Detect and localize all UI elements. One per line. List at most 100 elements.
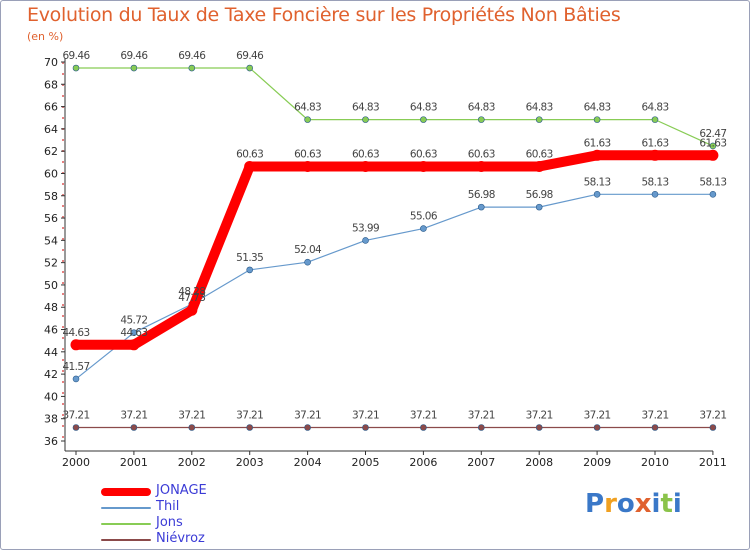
data-point-thil [304,258,311,266]
data-label-jonage: 44.63 [120,327,147,339]
data-point-jons [593,116,601,123]
data-point-thil [420,225,427,232]
data-point-jonage [649,149,661,161]
logo-letter: i [672,489,682,519]
y-tick-label: 68 [44,78,58,91]
y-tick-label: 36 [44,435,58,448]
x-tick-label: 2010 [641,456,669,469]
y-tick-label: 58 [44,190,58,203]
legend: JONAGE Thil Jons Niévroz [101,483,301,548]
data-point-nivroz [593,424,601,431]
data-point-nivroz [188,424,196,431]
legend-swatch [101,523,151,525]
data-label-thil: 58.13 [699,176,726,188]
data-point-jonage [591,149,603,161]
data-label-nivroz: 37.21 [584,410,611,422]
data-point-nivroz [72,424,80,431]
data-point-jonage [70,339,82,351]
legend-item: Niévroz [101,531,301,548]
x-tick-label: 2002 [178,456,206,469]
data-point-thil [130,329,138,336]
data-label-jonage: 47.73 [178,292,205,304]
y-tick-label: 40 [44,390,58,403]
data-point-jonage [475,160,487,172]
y-tick-label: 52 [44,257,58,270]
data-label-jonage: 44.63 [62,327,89,339]
data-label-thil: 45.72 [120,315,147,327]
data-point-jonage [186,304,198,316]
y-tick-label: 48 [44,301,58,314]
y-tick-label: 50 [44,279,58,292]
data-point-jonage [417,160,429,172]
data-label-jons: 64.83 [410,102,437,114]
data-label-jons: 69.46 [62,50,90,62]
x-tick-label: 2007 [467,456,495,469]
y-tick-label: 60 [44,167,58,180]
data-point-jonage [533,160,545,172]
series-line-jonage [71,150,718,350]
y-tick-label: 56 [44,212,58,225]
data-label-nivroz: 37.21 [294,410,321,422]
legend-label: JONAGE [156,483,207,498]
data-point-nivroz [362,424,369,431]
data-point-jonage [128,339,140,351]
logo-letter: r [604,489,617,519]
data-point-jons [362,116,369,123]
legend-swatch [101,539,151,541]
data-point-nivroz [304,424,311,431]
data-point-nivroz [535,424,543,431]
y-tick-label: 38 [44,413,58,426]
y-tick-label: 64 [44,123,58,136]
data-label-thil: 55.06 [410,211,438,223]
data-point-thil [651,191,659,198]
data-label-jonage: 61.63 [641,137,668,149]
data-point-thil [535,203,543,211]
data-label-nivroz: 37.21 [641,410,668,422]
legend-swatch [101,488,151,496]
data-label-nivroz: 37.21 [120,410,147,422]
data-label-thil: 53.99 [352,222,379,234]
x-tick-label: 2011 [699,456,727,469]
data-point-thil [709,191,717,198]
data-point-jons [246,64,253,72]
data-label-thil: 56.98 [526,189,553,201]
data-point-jons [72,64,80,72]
y-tick-label: 62 [44,145,58,158]
data-label-jons: 64.83 [526,102,553,114]
x-tick-label: 2005 [352,456,380,469]
data-label-jonage: 60.63 [352,148,379,160]
y-axis-unit: (en %) [27,30,64,43]
data-point-jons [130,64,138,72]
y-tick-label: 54 [44,234,58,247]
data-point-nivroz [420,424,427,431]
data-label-jonage: 60.63 [236,148,263,160]
series-line-jons [75,67,714,147]
data-label-nivroz: 37.21 [526,410,553,422]
data-label-jons: 64.83 [641,102,668,114]
data-label-nivroz: 37.21 [62,410,89,422]
data-label-jons: 69.46 [120,50,148,62]
data-label-jonage: 60.63 [410,148,437,160]
data-label-thil: 52.04 [294,244,322,256]
data-label-thil: 58.13 [584,176,611,188]
data-label-thil: 58.13 [641,176,668,188]
logo-letter: i [651,489,661,519]
data-label-jons: 64.83 [352,102,379,114]
data-label-jonage: 61.63 [699,137,726,149]
data-label-jonage: 60.63 [526,148,553,160]
data-point-thil [246,266,253,274]
data-point-thil [362,237,369,244]
data-label-nivroz: 37.21 [178,410,205,422]
data-point-jons [477,116,485,123]
data-label-jons: 64.83 [468,102,495,114]
x-tick-label: 2006 [409,456,437,469]
logo-letter: x [634,489,652,519]
data-point-jons [420,116,427,123]
data-label-jons: 69.46 [178,50,206,62]
legend-item: Thil [101,499,301,516]
data-label-nivroz: 37.21 [699,410,726,422]
x-tick-label: 2004 [294,456,322,469]
data-label-jonage: 60.63 [294,148,321,160]
data-label-jonage: 61.63 [584,137,611,149]
data-label-nivroz: 37.21 [352,410,379,422]
